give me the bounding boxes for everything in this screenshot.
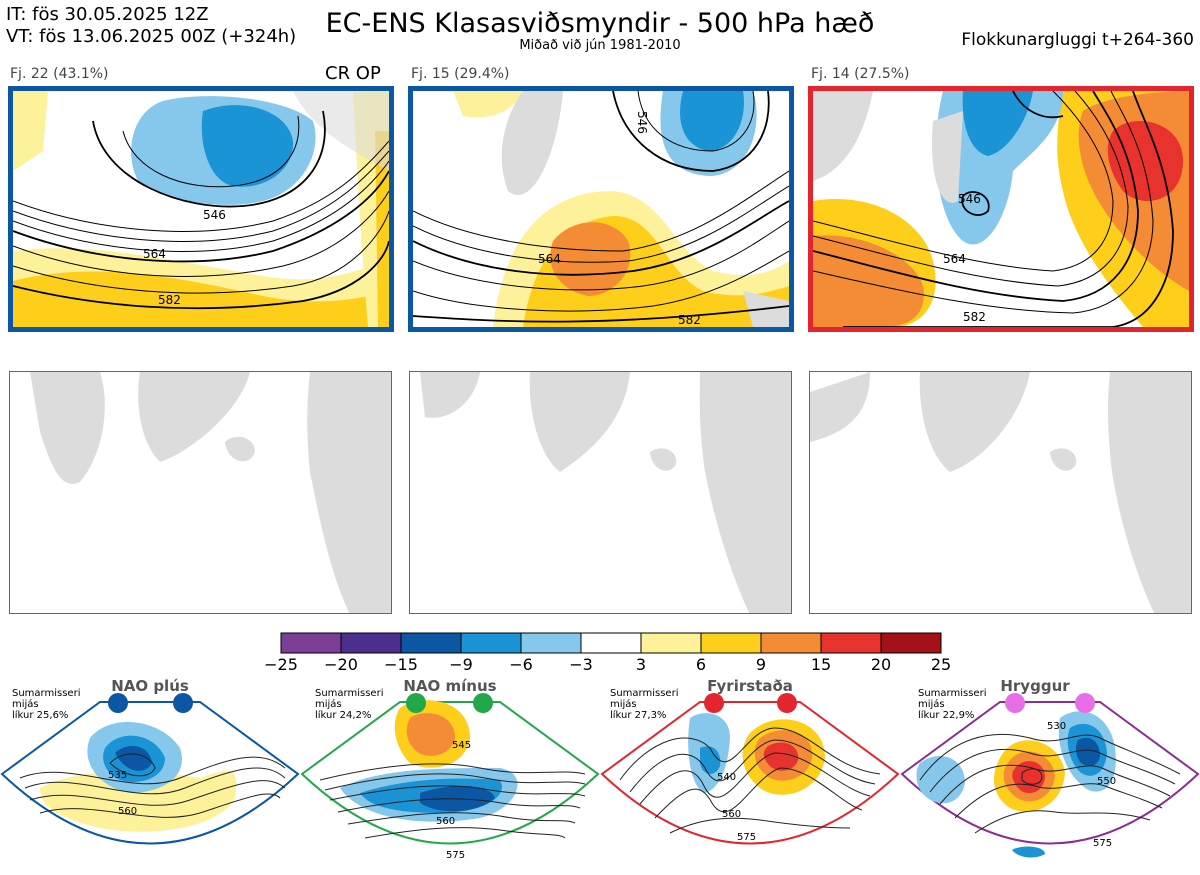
regime-3-dot-a: [704, 693, 724, 713]
classification-window: Flokkunargluggi t+264-360: [961, 30, 1194, 50]
cluster-2-contour-546: 546: [635, 111, 649, 134]
cluster-3-contour-564: 564: [943, 252, 966, 266]
regime-1-contour-535: 535: [108, 770, 127, 781]
colorbar-cell: [820, 632, 882, 654]
colorbar-tick-label: −25: [264, 655, 298, 674]
regime-4-info: Sumarmisseri mijás líkur 22,9%: [918, 688, 987, 721]
empty-map-1: [9, 371, 392, 614]
colorbar-cell: [280, 632, 342, 654]
regime-3-contour-560: 560: [722, 809, 741, 820]
regime-2-contour-560: 560: [436, 816, 455, 827]
cluster-1-contour-546: 546: [203, 208, 226, 222]
init-time: IT: fös 30.05.2025 12Z: [6, 4, 209, 25]
regime-4-dot-a: [1005, 693, 1025, 713]
regime-2-title: NAO mínus: [403, 677, 497, 695]
cluster-1-map: 546 564 582: [8, 86, 394, 332]
regime-4-contour-530: 530: [1047, 721, 1066, 732]
regime-2-dot-a: [406, 693, 426, 713]
regime-3-map: 540 560 575: [600, 693, 900, 845]
regime-3-dot-b: [777, 693, 797, 713]
colorbar-cell: [880, 632, 942, 654]
colorbar-cell: [400, 632, 462, 654]
regime-4-map: 530 550 575: [900, 693, 1200, 858]
colorbar-cell: [460, 632, 522, 654]
regime-1-dot-a: [108, 693, 128, 713]
cluster-3-contour-582: 582: [963, 310, 986, 324]
regime-4-contour-575: 575: [1093, 838, 1112, 849]
empty-map-2: [409, 371, 792, 614]
colorbar-tick-label: 6: [695, 655, 707, 674]
cluster-3-map: 546 564 582: [808, 86, 1194, 332]
regime-1-info: Sumarmisseri mijás líkur 25,6%: [12, 688, 81, 721]
colorbar: [280, 632, 942, 654]
regime-3-info: Sumarmisseri mijás líkur 27,3%: [610, 688, 679, 721]
colorbar-tick-label: 25: [930, 655, 952, 674]
regime-1-title: NAO plús: [111, 677, 189, 695]
valid-time: VT: fös 13.06.2025 00Z (+324h): [6, 26, 297, 47]
colorbar-tick-label: 20: [870, 655, 892, 674]
regime-2-dot-b: [473, 693, 493, 713]
colorbar-tick-label: −3: [569, 655, 593, 674]
regime-2-map: 545 560 575: [300, 693, 600, 861]
colorbar-tick-label: 3: [635, 655, 647, 674]
cluster-1-contour-564: 564: [143, 247, 166, 261]
colorbar-cell: [520, 632, 582, 654]
colorbar-cell: [700, 632, 762, 654]
regime-2-contour-575: 575: [446, 850, 465, 861]
regime-3-title: Fyrirstaða: [707, 677, 793, 695]
regime-2-info: Sumarmisseri mijás líkur 24,2%: [315, 688, 384, 721]
regime-4-dot-b: [1075, 693, 1095, 713]
cluster-2-contour-564: 564: [538, 252, 561, 266]
cluster-2-contour-582: 582: [678, 313, 701, 327]
cluster-3-label: Fj. 14 (27.5%): [811, 66, 910, 82]
colorbar-cell: [340, 632, 402, 654]
colorbar-tick-label: 15: [810, 655, 832, 674]
cluster-3-contour-546: 546: [958, 192, 981, 206]
regime-maps: 535 560 545 560 575: [0, 693, 1200, 861]
regime-4-contour-550: 550: [1097, 776, 1116, 787]
colorbar-tick-label: −20: [324, 655, 358, 674]
regime-3-contour-575: 575: [737, 832, 756, 843]
regime-3-contour-540: 540: [717, 772, 736, 783]
cluster-1-contour-582: 582: [158, 293, 181, 307]
cluster-2-map: 546 564 582: [408, 86, 794, 332]
colorbar-tick-label: −9: [449, 655, 473, 674]
page-subtitle: Miðað við jún 1981-2010: [519, 38, 681, 53]
colorbar-cell: [640, 632, 702, 654]
empty-map-3: [809, 371, 1192, 614]
page-title: EC-ENS Klasasviðsmyndir - 500 hPa hæð: [325, 8, 875, 39]
colorbar-tick-label: −6: [509, 655, 533, 674]
regime-1-dot-b: [173, 693, 193, 713]
regime-2-contour-545: 545: [452, 740, 471, 751]
header-left: IT: fös 30.05.2025 12Z VT: fös 13.06.202…: [6, 4, 296, 48]
colorbar-cell: [760, 632, 822, 654]
regime-4-title: Hryggur: [1000, 677, 1070, 695]
regime-row: 535 560 545 560 575: [0, 668, 1200, 871]
colorbar-tick-label: −15: [384, 655, 418, 674]
cluster-2-label: Fj. 15 (29.4%): [411, 66, 510, 82]
cluster-1-tag: CR OP: [325, 63, 381, 84]
colorbar-cell: [580, 632, 642, 654]
regime-1-map: 535 560: [0, 693, 300, 845]
regime-1-contour-560: 560: [118, 806, 137, 817]
colorbar-tick-label: 9: [755, 655, 767, 674]
cluster-1-label: Fj. 22 (43.1%): [10, 66, 109, 82]
